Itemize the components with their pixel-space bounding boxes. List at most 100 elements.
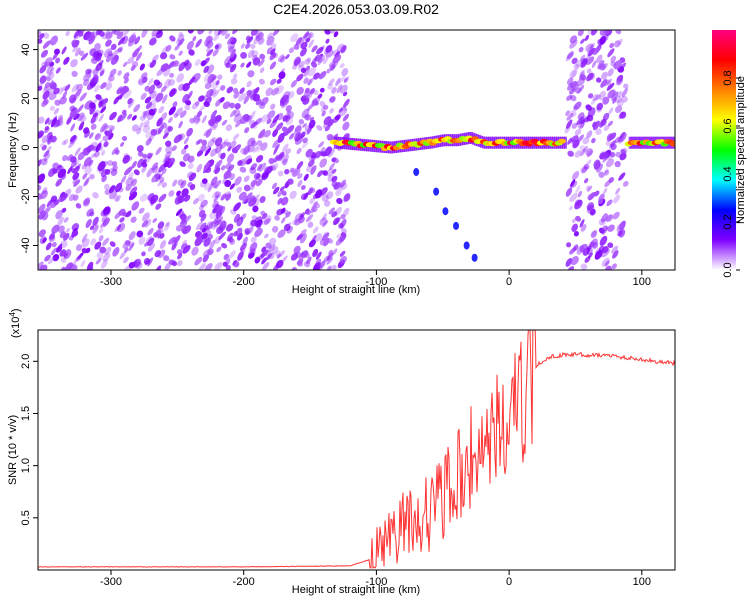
noise-speckle xyxy=(117,114,123,123)
noise-speckle xyxy=(284,223,291,232)
noise-speckle xyxy=(580,122,585,129)
noise-speckle xyxy=(571,223,579,232)
noise-speckle xyxy=(234,102,241,110)
noise-speckle xyxy=(167,126,174,132)
noise-speckle xyxy=(311,98,318,107)
noise-speckle xyxy=(155,146,162,156)
colorbar-tick-label: 0.8 xyxy=(722,70,734,85)
noise-speckle xyxy=(338,223,344,229)
y-tick-label: 0 xyxy=(20,144,32,150)
noise-speckle xyxy=(294,132,302,142)
noise-speckle xyxy=(591,30,598,36)
noise-speckle xyxy=(215,143,223,154)
noise-speckle xyxy=(574,199,583,210)
noise-speckle xyxy=(243,115,252,124)
noise-speckle xyxy=(582,136,590,145)
noise-speckle xyxy=(184,104,191,111)
noise-speckle xyxy=(44,117,50,125)
noise-speckle xyxy=(178,120,183,129)
noise-speckle xyxy=(246,158,253,165)
noise-speckle xyxy=(310,207,316,214)
noise-speckle xyxy=(304,208,310,215)
noise-speckle xyxy=(613,194,621,204)
spectrogram-x-ticks: -300 -200 -100 0 100 xyxy=(100,270,651,288)
noise-speckle xyxy=(621,87,628,98)
noise-speckle xyxy=(566,94,573,101)
noise-speckle xyxy=(296,147,302,155)
noise-speckle xyxy=(303,77,309,84)
noise-speckle xyxy=(107,124,115,131)
snr-y-scale: (x104) xyxy=(8,308,22,338)
noise-speckle xyxy=(265,242,272,249)
noise-speckle xyxy=(332,248,338,255)
noise-speckle xyxy=(96,57,101,63)
noise-speckle xyxy=(114,224,121,232)
noise-speckle xyxy=(165,140,172,147)
noise-speckle xyxy=(301,185,306,190)
noise-speckle xyxy=(328,249,333,256)
noise-speckle xyxy=(298,61,305,68)
noise-speckle xyxy=(133,169,140,176)
y-tick-label: 1.5 xyxy=(20,406,32,421)
noise-speckle xyxy=(254,228,263,238)
noise-speckle xyxy=(324,146,332,157)
noise-speckle xyxy=(591,60,597,68)
noise-speckle xyxy=(122,61,128,67)
noise-speckle xyxy=(144,96,152,104)
noise-speckle xyxy=(565,110,570,117)
noise-speckle xyxy=(125,184,132,191)
noise-speckle xyxy=(296,161,304,170)
noise-speckle xyxy=(152,54,159,62)
secondary-trace-point xyxy=(413,168,420,177)
noise-speckle xyxy=(297,173,303,180)
noise-speckle xyxy=(293,56,301,66)
noise-speckle xyxy=(39,264,48,270)
noise-speckle xyxy=(56,243,63,253)
noise-speckle xyxy=(571,122,578,129)
noise-speckle xyxy=(205,128,212,138)
noise-speckle xyxy=(203,183,212,191)
noise-speckle xyxy=(73,30,81,39)
noise-speckle xyxy=(322,220,329,228)
noise-speckle xyxy=(94,241,102,250)
noise-speckle xyxy=(603,170,610,176)
noise-speckle xyxy=(152,217,158,223)
noise-speckle xyxy=(601,248,610,258)
noise-speckle xyxy=(128,34,137,44)
noise-speckle xyxy=(285,148,292,155)
noise-speckle xyxy=(334,114,341,121)
noise-speckle xyxy=(178,50,183,56)
noise-speckle xyxy=(55,67,61,73)
secondary-trace-point xyxy=(471,253,478,262)
noise-speckle xyxy=(292,219,298,226)
noise-speckle xyxy=(269,52,277,61)
noise-speckle xyxy=(110,43,117,51)
noise-speckle xyxy=(111,161,118,167)
noise-speckle xyxy=(259,53,266,60)
noise-speckle xyxy=(92,74,99,81)
noise-speckle xyxy=(198,205,204,211)
noise-speckle xyxy=(286,226,293,234)
noise-speckle xyxy=(74,147,81,157)
noise-speckle xyxy=(61,46,67,55)
noise-speckle xyxy=(271,225,279,233)
noise-speckle xyxy=(99,246,107,254)
noise-speckle xyxy=(213,30,222,36)
noise-speckle xyxy=(73,179,81,187)
noise-speckle xyxy=(214,44,220,50)
noise-speckle xyxy=(158,193,167,203)
noise-speckle xyxy=(100,169,108,178)
noise-speckle xyxy=(86,144,95,153)
noise-speckle xyxy=(38,173,46,184)
noise-speckle xyxy=(42,187,48,195)
noise-speckle xyxy=(333,182,341,190)
noise-speckle xyxy=(101,160,108,168)
noise-speckle xyxy=(249,242,258,253)
noise-speckle xyxy=(208,30,213,35)
noise-speckle xyxy=(567,137,573,145)
noise-speckle xyxy=(38,193,43,200)
noise-speckle xyxy=(138,207,145,214)
noise-speckle xyxy=(319,260,326,268)
noise-speckle xyxy=(81,248,88,254)
noise-speckle xyxy=(615,105,623,113)
